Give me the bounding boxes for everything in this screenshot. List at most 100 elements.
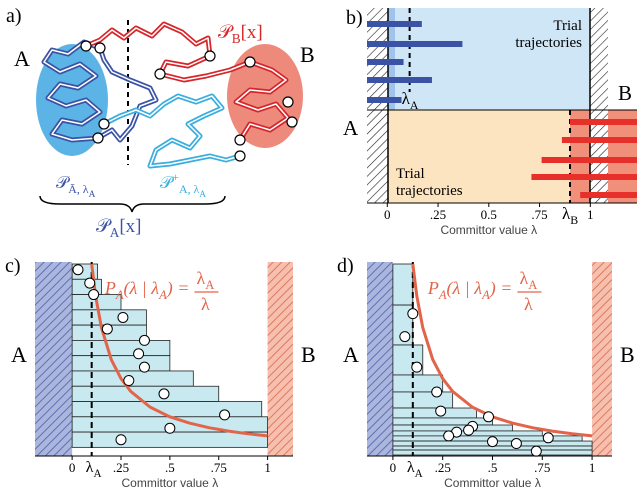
basin-b bbox=[227, 44, 303, 148]
trajectory bbox=[570, 119, 637, 125]
point bbox=[85, 278, 95, 288]
equation-part: λ bbox=[196, 268, 205, 288]
path-label-part: [x] bbox=[119, 216, 141, 237]
state bbox=[235, 151, 245, 161]
x-tick-label: .25 bbox=[435, 460, 451, 475]
bar bbox=[393, 392, 453, 408]
trajectory bbox=[367, 41, 462, 47]
x-axis-label: Committor value λ bbox=[440, 223, 537, 237]
state bbox=[81, 41, 91, 51]
basin-label: A bbox=[14, 46, 30, 71]
point bbox=[444, 431, 454, 441]
trajectory bbox=[562, 137, 637, 143]
point bbox=[73, 265, 83, 275]
bar bbox=[393, 264, 413, 305]
x-axis-label: Committor value λ bbox=[444, 476, 541, 490]
lambda-label-part: A bbox=[93, 468, 101, 480]
point bbox=[134, 349, 144, 359]
x-tick-label: .75 bbox=[211, 460, 227, 475]
path-label: 𝒫A[x] bbox=[96, 216, 141, 240]
equation-part: A bbox=[115, 288, 124, 302]
point bbox=[102, 324, 112, 334]
point bbox=[484, 412, 494, 422]
point bbox=[159, 389, 169, 399]
equation: PA(λ | λA) = bbox=[104, 278, 190, 302]
state bbox=[155, 69, 165, 79]
region-label: A bbox=[343, 116, 359, 140]
x-tick-label: .5 bbox=[488, 460, 498, 475]
point bbox=[89, 290, 99, 300]
path-label: 𝒫B[x] bbox=[218, 22, 263, 46]
x-tick-label: 0 bbox=[384, 207, 391, 222]
x-tick-label: 0 bbox=[69, 460, 76, 475]
region-text: trajectories bbox=[515, 35, 582, 51]
point bbox=[118, 312, 128, 322]
state bbox=[235, 135, 245, 145]
x-tick-label: .25 bbox=[430, 207, 446, 222]
bar bbox=[393, 418, 493, 425]
point bbox=[511, 439, 521, 449]
x-tick-label: .5 bbox=[165, 460, 175, 475]
bar bbox=[72, 340, 170, 355]
equation-part: A bbox=[438, 288, 447, 302]
equation-part: λ bbox=[519, 268, 528, 288]
point bbox=[400, 332, 410, 342]
x-tick-label: 0.5 bbox=[481, 207, 497, 222]
path-label-part: A bbox=[199, 190, 206, 200]
x-tick-label: .75 bbox=[534, 460, 550, 475]
point bbox=[220, 410, 230, 420]
lambda-label: λA bbox=[86, 459, 102, 480]
bar bbox=[72, 310, 146, 325]
trajectory bbox=[367, 21, 422, 27]
state bbox=[245, 57, 255, 67]
region-label: B bbox=[620, 342, 635, 367]
equation-part: (λ | λ bbox=[124, 278, 160, 299]
lambda-label-part: B bbox=[570, 213, 578, 227]
equation: λA bbox=[196, 268, 214, 292]
x-tick-label: .75 bbox=[531, 207, 547, 222]
trajectory bbox=[367, 59, 404, 65]
bar bbox=[72, 386, 219, 401]
point bbox=[412, 362, 422, 372]
page: a)AB𝒫B[x]𝒫A[x]𝒫Ā, λA𝒫+A, λAb)Trialtrajec… bbox=[0, 0, 637, 494]
equation-part: ) = bbox=[489, 278, 513, 299]
state bbox=[205, 51, 215, 61]
path-label-part: B bbox=[232, 31, 241, 46]
equation: PA(λ | λA) = bbox=[427, 278, 513, 302]
hatch-b bbox=[268, 262, 293, 456]
equation-part: A bbox=[528, 278, 537, 292]
point bbox=[139, 335, 149, 345]
panel-label: d) bbox=[337, 255, 354, 277]
x-axis-label: Committor value λ bbox=[122, 476, 219, 490]
equation-part: P bbox=[427, 278, 439, 298]
x-tick-label: 1 bbox=[587, 207, 594, 222]
panel-label: c) bbox=[5, 255, 21, 277]
lambda-label: λA bbox=[407, 459, 423, 480]
point bbox=[165, 423, 175, 433]
point bbox=[436, 406, 446, 416]
hatch-a bbox=[367, 262, 393, 456]
equation-part: A bbox=[481, 288, 490, 302]
hatch-a bbox=[35, 262, 72, 456]
region-label: A bbox=[343, 342, 359, 367]
state bbox=[287, 117, 297, 127]
brace bbox=[40, 196, 225, 212]
equation-part: A bbox=[158, 288, 167, 302]
bar bbox=[393, 450, 592, 455]
equation-part: P bbox=[104, 278, 116, 298]
state bbox=[283, 97, 293, 107]
region-label: B bbox=[301, 342, 316, 367]
equation-part: ) = bbox=[166, 278, 190, 299]
point bbox=[487, 437, 497, 447]
lambda-label-part: A bbox=[415, 468, 423, 480]
state bbox=[99, 119, 109, 129]
x-tick-label: 0 bbox=[390, 460, 397, 475]
equation-part: (λ | λ bbox=[447, 278, 483, 299]
trajectory bbox=[531, 174, 637, 180]
point bbox=[464, 425, 474, 435]
hatch-b bbox=[592, 262, 612, 456]
point bbox=[531, 446, 541, 456]
x-tick-label: 1 bbox=[589, 460, 596, 475]
figure: a)AB𝒫B[x]𝒫A[x]𝒫Ā, λA𝒫+A, λAb)Trialtrajec… bbox=[0, 0, 637, 494]
region-label: B bbox=[618, 81, 632, 105]
